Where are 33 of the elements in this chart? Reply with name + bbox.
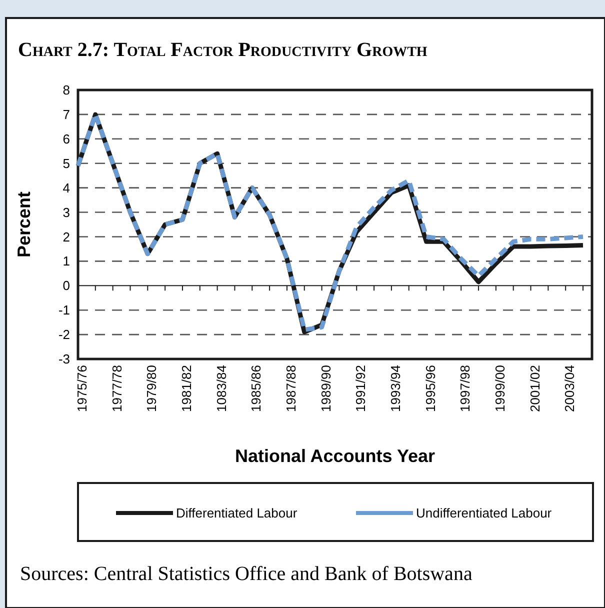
x-tick-label: 2001/02 bbox=[527, 365, 542, 412]
legend-label: Undifferentiated Labour bbox=[416, 506, 552, 521]
x-tick-label: 1985/86 bbox=[248, 365, 264, 412]
x-tick-label: 1083/84 bbox=[214, 365, 229, 412]
x-tick-label: 1993/94 bbox=[388, 365, 403, 412]
y-tick-label: 4 bbox=[62, 180, 70, 196]
x-tick-label: 2003/04 bbox=[562, 365, 578, 412]
y-tick-label: 7 bbox=[62, 107, 70, 122]
chart-title: Chart 2.7: Total Factor Productivity Growth bbox=[18, 39, 428, 61]
y-tick-label: 2 bbox=[62, 229, 70, 244]
y-tick-label: 5 bbox=[62, 156, 70, 171]
legend-label: Differentiated Labour bbox=[176, 506, 298, 521]
y-tick-label: 1 bbox=[62, 254, 70, 269]
x-tick-label: 1977/78 bbox=[109, 365, 124, 412]
x-tick-label: 1997/98 bbox=[458, 365, 473, 412]
x-tick-label: 1999/00 bbox=[492, 365, 508, 412]
x-tick-label: 1989/90 bbox=[318, 365, 334, 412]
x-tick-label: 1987/88 bbox=[284, 365, 299, 412]
y-tick-label: -3 bbox=[58, 352, 70, 367]
source-note: Sources: Central Statistics Office and Bank of Botswana bbox=[20, 563, 472, 585]
y-tick-label: -1 bbox=[58, 302, 70, 318]
y-tick-label: 8 bbox=[62, 82, 70, 98]
x-tick-label: 1975/76 bbox=[74, 365, 90, 412]
y-tick-label: 6 bbox=[62, 131, 70, 146]
x-tick-label: 1979/80 bbox=[144, 365, 160, 412]
x-tick-label: 1991/92 bbox=[353, 365, 368, 412]
y-axis-title: Percent bbox=[14, 191, 34, 258]
x-axis-title: National Accounts Year bbox=[234, 446, 436, 466]
y-tick-label: 0 bbox=[62, 278, 70, 294]
y-tick-label: -2 bbox=[58, 327, 70, 342]
y-tick-label: 3 bbox=[62, 204, 70, 220]
x-tick-label: 1981/82 bbox=[179, 365, 194, 412]
x-tick-label: 1995/96 bbox=[422, 365, 438, 412]
